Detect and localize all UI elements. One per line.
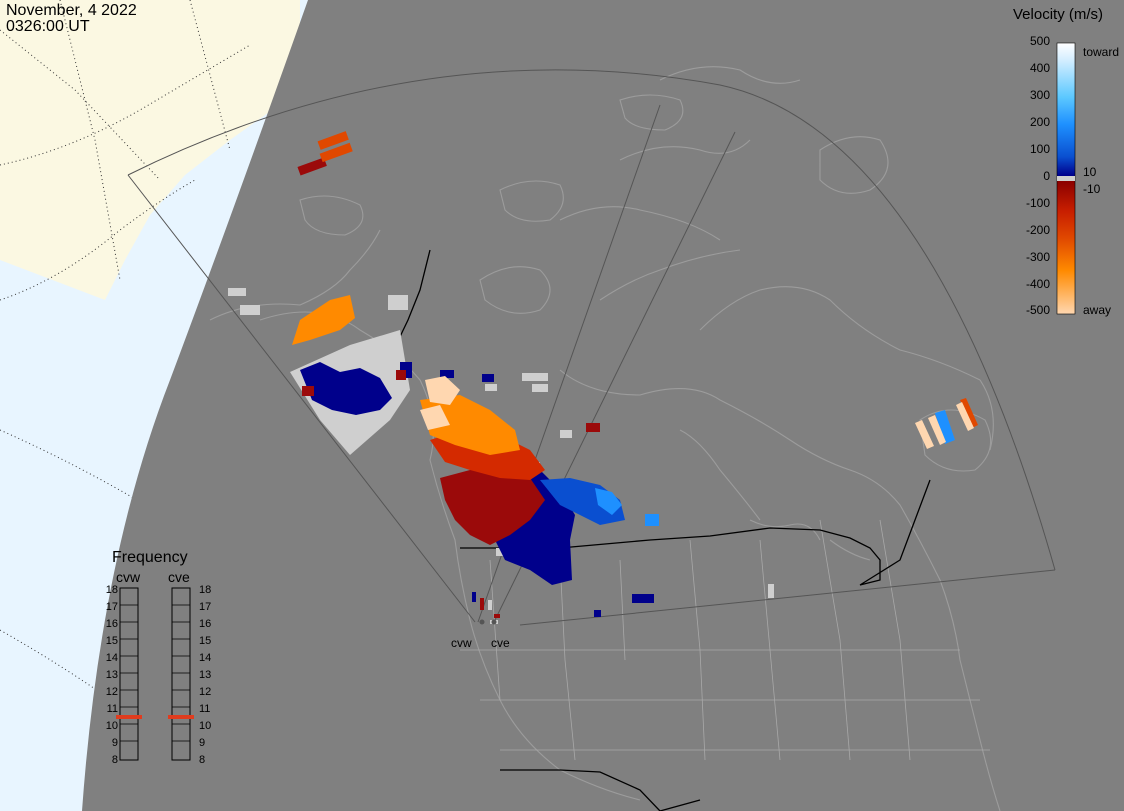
- frequency-scale-number: 14: [199, 652, 212, 664]
- site-marker-cve: [491, 619, 497, 625]
- colorbar-inner-tick: 10: [1083, 165, 1097, 179]
- frequency-scale-number: 18: [199, 584, 212, 596]
- frequency-scale-number: 9: [111, 737, 118, 749]
- frequency-gridlines: [120, 604, 190, 742]
- frequency-scale-number: 14: [105, 652, 118, 664]
- frequency-scale-number: 12: [199, 686, 212, 698]
- frequency-scale-number: 10: [105, 720, 118, 732]
- frequency-radar-label-cve: cve: [168, 569, 190, 585]
- frequency-bar-cvw: [119, 587, 139, 761]
- frequency-scale-number: 17: [105, 601, 118, 613]
- colorbar-tick: -400: [1025, 277, 1050, 291]
- colorbar-tick: 100: [1029, 142, 1050, 156]
- frequency-bar-cve: [171, 587, 191, 761]
- frequency-scale-number: 16: [105, 618, 118, 630]
- frequency-scale-number: 17: [199, 601, 212, 613]
- frequency-scale-number: 10: [199, 720, 212, 732]
- site-label-cvw: cvw: [451, 636, 472, 650]
- colorbar-tick: -100: [1025, 196, 1050, 210]
- site-label-cve: cve: [491, 636, 510, 650]
- away-mid-cells: [292, 131, 978, 480]
- colorbar-tick: -300: [1025, 250, 1050, 264]
- colorbar-tick: 500: [1029, 34, 1050, 48]
- colorbar-tick: 0: [1043, 169, 1050, 183]
- state-borders: [460, 519, 990, 761]
- colorbar-zero-band: [1057, 176, 1075, 181]
- colorbar-tick: -200: [1025, 223, 1050, 237]
- frequency-scale-number: 13: [199, 669, 212, 681]
- frequency-scale-number: 8: [199, 754, 206, 766]
- frequency-scale-number: 9: [199, 737, 206, 749]
- colorbar-tick: -500: [1025, 303, 1050, 317]
- frequency-scale-number: 15: [199, 635, 212, 647]
- frequency-scale-number: 16: [199, 618, 212, 630]
- country-borders: [395, 249, 931, 811]
- colorbar-away-label: away: [1083, 303, 1112, 317]
- frequency-radar-label-cvw: cvw: [116, 569, 141, 585]
- frequency-scale-number: 11: [199, 703, 211, 715]
- colorbar-title: Velocity (m/s): [1013, 6, 1104, 23]
- earth-disc: [82, 0, 1124, 811]
- toward-fast-cells: [540, 410, 955, 526]
- colorbar-tick: 200: [1029, 115, 1050, 129]
- frequency-scale-number: 13: [105, 669, 118, 681]
- daylight-region: [0, 0, 300, 300]
- frequency-marker-cve: [168, 715, 194, 719]
- colorbar-tick: 300: [1029, 88, 1050, 102]
- frequency-scale-number: 12: [105, 686, 118, 698]
- time-label: 0326:00 UT: [6, 18, 90, 35]
- coastlines: [209, 66, 1001, 811]
- away-fast-cells: [420, 376, 974, 449]
- frequency-title: Frequency: [112, 549, 188, 566]
- frequency-scale-number: 18: [105, 584, 118, 596]
- frequency-scale-number: 11: [106, 703, 118, 715]
- site-marker-cvw: [479, 619, 485, 625]
- colorbar-inner-tick: -10: [1083, 182, 1101, 196]
- away-slow-cells: [297, 157, 600, 545]
- frequency-marker-cvw: [116, 715, 142, 719]
- frequency-scale-number: 8: [111, 754, 118, 766]
- date-label: November, 4 2022: [6, 2, 137, 19]
- colorbar-toward-label: toward: [1083, 45, 1120, 59]
- frequency-scale-number: 15: [105, 635, 118, 647]
- colorbar-tick: 400: [1029, 61, 1050, 75]
